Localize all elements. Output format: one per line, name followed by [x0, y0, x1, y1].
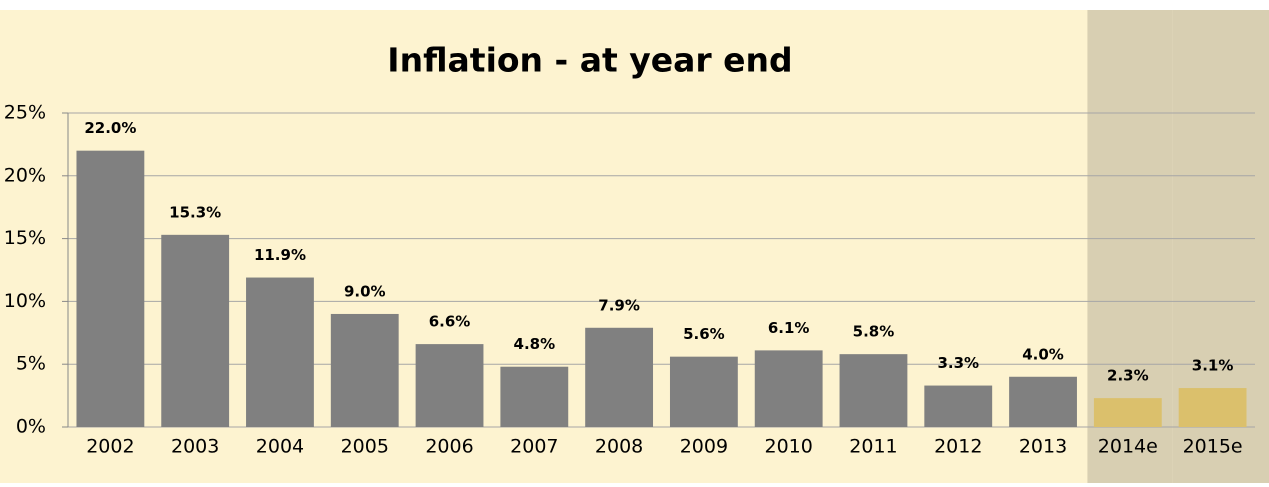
- data-label: 3.3%: [937, 354, 979, 372]
- data-label: 3.1%: [1192, 357, 1234, 375]
- x-tick-label: 2011: [849, 436, 897, 458]
- bar: [330, 313, 399, 427]
- y-tick-label: 10%: [4, 290, 46, 312]
- bar: [246, 277, 314, 427]
- data-label: 11.9%: [254, 246, 306, 264]
- x-tick-label: 2015e: [1183, 436, 1243, 458]
- data-label: 4.0%: [1022, 345, 1064, 363]
- bar: [500, 366, 569, 427]
- bar: [924, 385, 993, 427]
- x-tick-label: 2012: [934, 436, 982, 458]
- bar: [1009, 376, 1077, 427]
- data-label: 6.1%: [768, 319, 810, 337]
- x-tick-label: 2008: [595, 436, 643, 458]
- bar: [585, 327, 654, 427]
- y-tick-label: 0%: [16, 416, 46, 438]
- x-tick-label: 2009: [680, 436, 728, 458]
- x-tick-label: 2013: [1019, 436, 1067, 458]
- bar: [1178, 388, 1247, 427]
- x-tick-label: 2002: [86, 436, 134, 458]
- data-label: 4.8%: [514, 335, 556, 353]
- x-tick-label: 2010: [764, 436, 812, 458]
- data-label: 15.3%: [169, 203, 221, 221]
- y-tick-label: 25%: [4, 102, 46, 124]
- data-label: 5.8%: [853, 323, 895, 341]
- y-tick-label: 20%: [4, 164, 46, 186]
- y-tick-label: 15%: [4, 227, 46, 249]
- bar: [839, 354, 908, 427]
- bar: [161, 234, 230, 427]
- bar: [415, 344, 484, 427]
- x-tick-label: 2004: [256, 436, 304, 458]
- chart-title: Inflation - at year end: [387, 41, 792, 80]
- y-tick-label: 5%: [16, 353, 46, 375]
- x-tick-label: 2006: [425, 436, 473, 458]
- bar: [669, 356, 738, 427]
- bar: [754, 350, 823, 427]
- data-label: 5.6%: [683, 325, 725, 343]
- shade-layer: [1087, 10, 1269, 483]
- x-tick-label: 2003: [171, 436, 219, 458]
- data-label: 2.3%: [1107, 367, 1149, 385]
- bar: [76, 150, 145, 427]
- data-label: 7.9%: [598, 296, 640, 314]
- data-label: 6.6%: [429, 313, 471, 331]
- data-label: 22.0%: [84, 119, 136, 137]
- x-tick-label: 2005: [341, 436, 389, 458]
- x-tick-label: 2014e: [1098, 436, 1158, 458]
- x-tick-label: 2007: [510, 436, 558, 458]
- data-label: 9.0%: [344, 282, 386, 300]
- bar: [1093, 398, 1162, 427]
